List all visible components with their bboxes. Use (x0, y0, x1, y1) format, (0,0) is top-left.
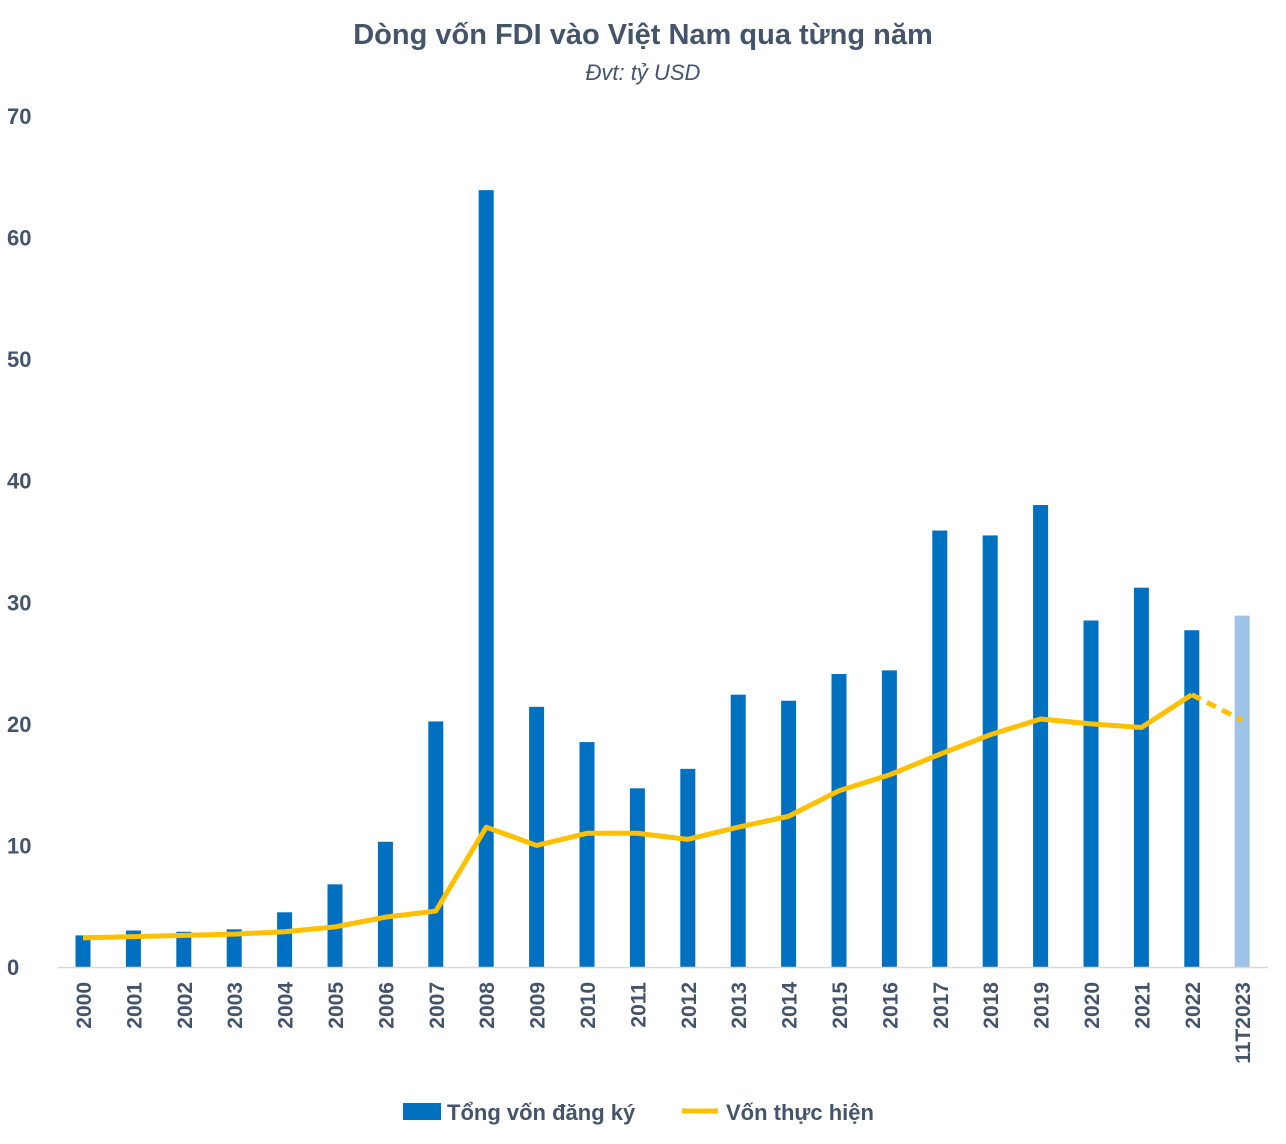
legend-swatch-bar (403, 1103, 441, 1120)
bar-11T2023 (1234, 615, 1250, 967)
x-tick-label: 2014 (779, 982, 802, 1029)
x-tick-label: 2002 (174, 982, 197, 1029)
x-tick-label: 2008 (476, 982, 499, 1029)
y-tick-label: 10 (7, 833, 31, 858)
x-tick-label: 2019 (1031, 982, 1054, 1029)
x-tick-label: 2015 (829, 982, 852, 1029)
line-von-thuc-hien-estimate (1190, 692, 1244, 723)
x-tick-label: 11T2023 (1232, 982, 1255, 1064)
y-tick-label: 70 (7, 104, 31, 129)
bar-2022 (1184, 630, 1200, 967)
y-tick-label: 40 (7, 469, 31, 494)
bar-2011 (629, 788, 645, 967)
bar-2002 (176, 931, 192, 967)
bar-2001 (125, 930, 141, 967)
x-tick-label: 2016 (879, 982, 902, 1029)
x-tick-label: 2007 (426, 982, 449, 1029)
bar-2006 (377, 841, 393, 967)
bar-2000 (75, 935, 91, 967)
bar-2018 (982, 535, 998, 967)
y-tick-label: 60 (7, 226, 31, 251)
x-tick-label: 2000 (73, 982, 96, 1029)
bar-2012 (680, 768, 696, 967)
chart-title: Dòng vốn FDI vào Việt Nam qua từng năm (353, 19, 933, 51)
x-tick-label: 2022 (1182, 982, 1205, 1029)
x-tick-label: 2001 (123, 982, 146, 1029)
y-tick-label: 50 (7, 347, 31, 372)
bar-2003 (226, 929, 242, 967)
x-tick-label: 2013 (728, 982, 751, 1029)
x-tick-label: 2020 (1081, 982, 1104, 1029)
bar-2020 (1083, 620, 1099, 967)
chart-subtitle: Đvt: tỷ USD (586, 60, 701, 85)
bar-2019 (1033, 505, 1049, 967)
x-tick-label: 2003 (224, 982, 247, 1029)
x-tick-label: 2012 (678, 982, 701, 1029)
bar-2004 (277, 912, 293, 967)
y-tick-label: 20 (7, 712, 31, 737)
x-tick-label: 2010 (577, 982, 600, 1029)
x-tick-label: 2018 (980, 982, 1003, 1029)
bar-2010 (579, 742, 595, 967)
y-tick-label: 30 (7, 590, 31, 615)
bar-2016 (881, 670, 897, 967)
y-tick-label: 0 (7, 955, 19, 980)
legend-label-bar: Tổng vốn đăng ký (447, 1100, 636, 1125)
x-tick-label: 2017 (930, 982, 953, 1029)
bar-2007 (428, 721, 444, 967)
legend-label-line: Vốn thực hiện (726, 1100, 874, 1125)
x-tick-label: 2004 (275, 982, 298, 1029)
legend: Tổng vốn đăng ký Vốn thực hiện (403, 1100, 874, 1125)
bar-2017 (932, 530, 948, 967)
bar-2009 (529, 706, 545, 967)
x-tick-label: 2009 (527, 982, 550, 1029)
bar-2014 (781, 700, 797, 967)
x-tick-label: 2005 (325, 982, 348, 1029)
bar-2015 (831, 674, 847, 967)
x-tick-label: 2011 (627, 982, 650, 1028)
bar-2013 (730, 694, 746, 967)
bar-2021 (1133, 587, 1149, 967)
line-von-thuc-hien (82, 692, 1194, 941)
x-tick-label: 2021 (1131, 982, 1154, 1029)
bar-2008 (478, 190, 494, 967)
x-tick-label: 2006 (375, 982, 398, 1029)
